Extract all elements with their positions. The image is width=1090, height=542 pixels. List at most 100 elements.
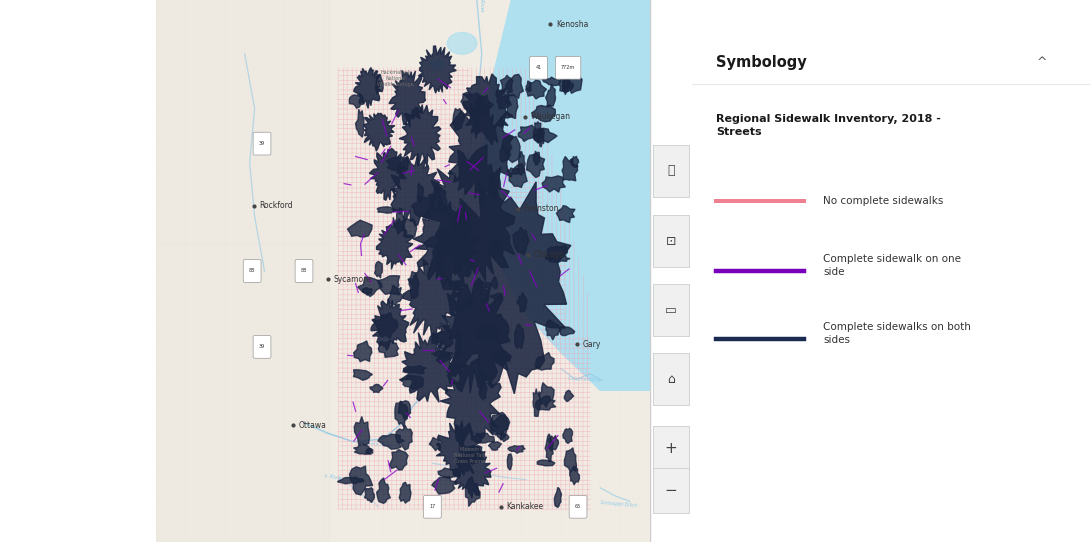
Polygon shape: [565, 390, 573, 402]
Text: Midewin
National Tall
Grass Prairie: Midewin National Tall Grass Prairie: [453, 447, 485, 463]
Text: 88: 88: [301, 268, 307, 274]
FancyBboxPatch shape: [653, 215, 689, 267]
Polygon shape: [396, 425, 412, 450]
Polygon shape: [419, 46, 457, 93]
Polygon shape: [508, 446, 525, 453]
Polygon shape: [474, 95, 493, 112]
Polygon shape: [518, 125, 538, 141]
Polygon shape: [400, 332, 457, 402]
Polygon shape: [501, 136, 521, 163]
Text: Ottawa: Ottawa: [299, 421, 327, 430]
Polygon shape: [535, 352, 554, 370]
Polygon shape: [370, 149, 407, 201]
Text: Calumet River: Calumet River: [568, 376, 603, 383]
Polygon shape: [543, 77, 560, 86]
Polygon shape: [433, 278, 510, 393]
Text: ▭: ▭: [665, 304, 677, 317]
Polygon shape: [348, 220, 372, 237]
Polygon shape: [537, 460, 555, 466]
Polygon shape: [423, 145, 514, 281]
Polygon shape: [518, 152, 525, 175]
Polygon shape: [546, 320, 561, 340]
FancyBboxPatch shape: [253, 335, 271, 358]
Polygon shape: [482, 0, 650, 390]
Polygon shape: [443, 244, 457, 254]
Polygon shape: [496, 89, 509, 109]
Polygon shape: [375, 261, 383, 278]
Polygon shape: [432, 477, 457, 494]
Polygon shape: [487, 240, 504, 256]
Polygon shape: [548, 435, 558, 451]
Text: Rockford: Rockford: [259, 202, 293, 210]
Polygon shape: [570, 156, 579, 167]
Polygon shape: [370, 384, 383, 392]
Polygon shape: [488, 442, 501, 450]
Polygon shape: [526, 81, 531, 92]
Polygon shape: [542, 176, 566, 192]
Polygon shape: [438, 228, 452, 237]
Text: Hackmatack
National
Wildlife Refuge: Hackmatack National Wildlife Refuge: [377, 70, 414, 87]
Text: 41: 41: [535, 65, 542, 70]
Polygon shape: [362, 288, 373, 295]
Polygon shape: [389, 450, 408, 470]
Text: Regional Sidewalk Inventory, 2018 -
Streets: Regional Sidewalk Inventory, 2018 - Stre…: [716, 114, 941, 138]
Text: No complete sidewalks: No complete sidewalks: [823, 196, 944, 205]
Text: Evanston: Evanston: [523, 204, 559, 213]
Polygon shape: [398, 401, 411, 420]
Polygon shape: [354, 341, 372, 362]
Polygon shape: [468, 108, 486, 114]
Text: 39: 39: [259, 344, 265, 350]
Polygon shape: [493, 350, 511, 363]
Polygon shape: [349, 93, 364, 108]
Polygon shape: [507, 168, 520, 175]
Text: s. River: s. River: [324, 473, 342, 481]
Polygon shape: [562, 73, 569, 95]
Polygon shape: [371, 299, 409, 351]
Polygon shape: [525, 80, 546, 99]
Text: Sinissippi Ditch: Sinissippi Ditch: [601, 500, 638, 508]
Text: 39: 39: [259, 141, 265, 146]
FancyBboxPatch shape: [653, 145, 689, 197]
Polygon shape: [535, 396, 556, 410]
Polygon shape: [440, 359, 501, 444]
Polygon shape: [453, 446, 490, 499]
Polygon shape: [482, 289, 487, 304]
Polygon shape: [533, 151, 540, 165]
Polygon shape: [378, 340, 399, 357]
Polygon shape: [479, 282, 490, 288]
Polygon shape: [556, 205, 576, 223]
Polygon shape: [456, 332, 461, 356]
Polygon shape: [517, 293, 526, 312]
Text: ^: ^: [1037, 56, 1047, 69]
Polygon shape: [545, 434, 554, 462]
Polygon shape: [374, 313, 398, 338]
Polygon shape: [464, 296, 474, 309]
Polygon shape: [555, 487, 561, 507]
Polygon shape: [377, 207, 397, 213]
Text: ⌂: ⌂: [667, 373, 675, 386]
Polygon shape: [565, 448, 577, 473]
Text: 88: 88: [249, 268, 255, 274]
Polygon shape: [436, 421, 483, 478]
Polygon shape: [409, 272, 419, 299]
Polygon shape: [562, 66, 582, 93]
Ellipse shape: [447, 33, 476, 54]
Polygon shape: [533, 128, 557, 143]
Polygon shape: [354, 416, 370, 445]
Polygon shape: [492, 276, 497, 289]
Polygon shape: [471, 433, 495, 443]
Text: 772m: 772m: [561, 65, 576, 70]
Polygon shape: [428, 186, 447, 215]
Polygon shape: [547, 246, 568, 262]
Polygon shape: [386, 157, 409, 173]
Polygon shape: [507, 454, 512, 470]
Polygon shape: [500, 434, 509, 442]
Polygon shape: [500, 75, 513, 93]
Polygon shape: [461, 92, 486, 113]
Polygon shape: [395, 208, 404, 234]
Polygon shape: [538, 383, 554, 407]
Polygon shape: [570, 466, 580, 485]
Polygon shape: [375, 74, 383, 94]
Polygon shape: [413, 196, 481, 289]
Polygon shape: [432, 351, 453, 357]
